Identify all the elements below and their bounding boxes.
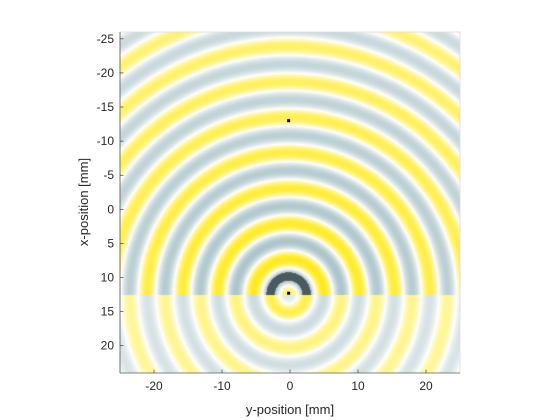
x-tick-label: -20 bbox=[145, 379, 163, 393]
x-tick-label: -10 bbox=[213, 379, 231, 393]
y-tick-label: -20 bbox=[97, 66, 115, 80]
y-tick-label: -10 bbox=[97, 134, 115, 148]
y-tick-label: 5 bbox=[107, 236, 114, 250]
x-axis-label: y-position [mm] bbox=[246, 402, 334, 417]
y-axis-ticks: -25 -20 -15 -10 -5 0 5 10 15 20 bbox=[97, 32, 124, 353]
point-marker-upper bbox=[287, 119, 291, 123]
y-tick-label: 15 bbox=[101, 305, 115, 319]
y-tick-label: 10 bbox=[101, 271, 115, 285]
wave-field-heatmap bbox=[120, 32, 460, 373]
y-tick-label: 0 bbox=[107, 202, 114, 216]
y-tick-label: -5 bbox=[103, 168, 114, 182]
y-axis-label: x-position [mm] bbox=[76, 158, 91, 246]
x-tick-label: 0 bbox=[287, 379, 294, 393]
plot-area: -20 -10 0 10 20 -25 -20 -15 -10 -5 0 5 10 15 20 bbox=[97, 31, 461, 393]
y-tick-label: 20 bbox=[101, 339, 115, 353]
y-tick-label: -25 bbox=[97, 32, 115, 46]
y-tick-label: -15 bbox=[97, 100, 115, 114]
markers bbox=[287, 119, 291, 295]
x-tick-label: 20 bbox=[419, 379, 433, 393]
x-tick-label: 10 bbox=[351, 379, 365, 393]
x-axis-ticks: -20 -10 0 10 20 bbox=[145, 369, 433, 393]
point-marker-source bbox=[287, 291, 291, 295]
